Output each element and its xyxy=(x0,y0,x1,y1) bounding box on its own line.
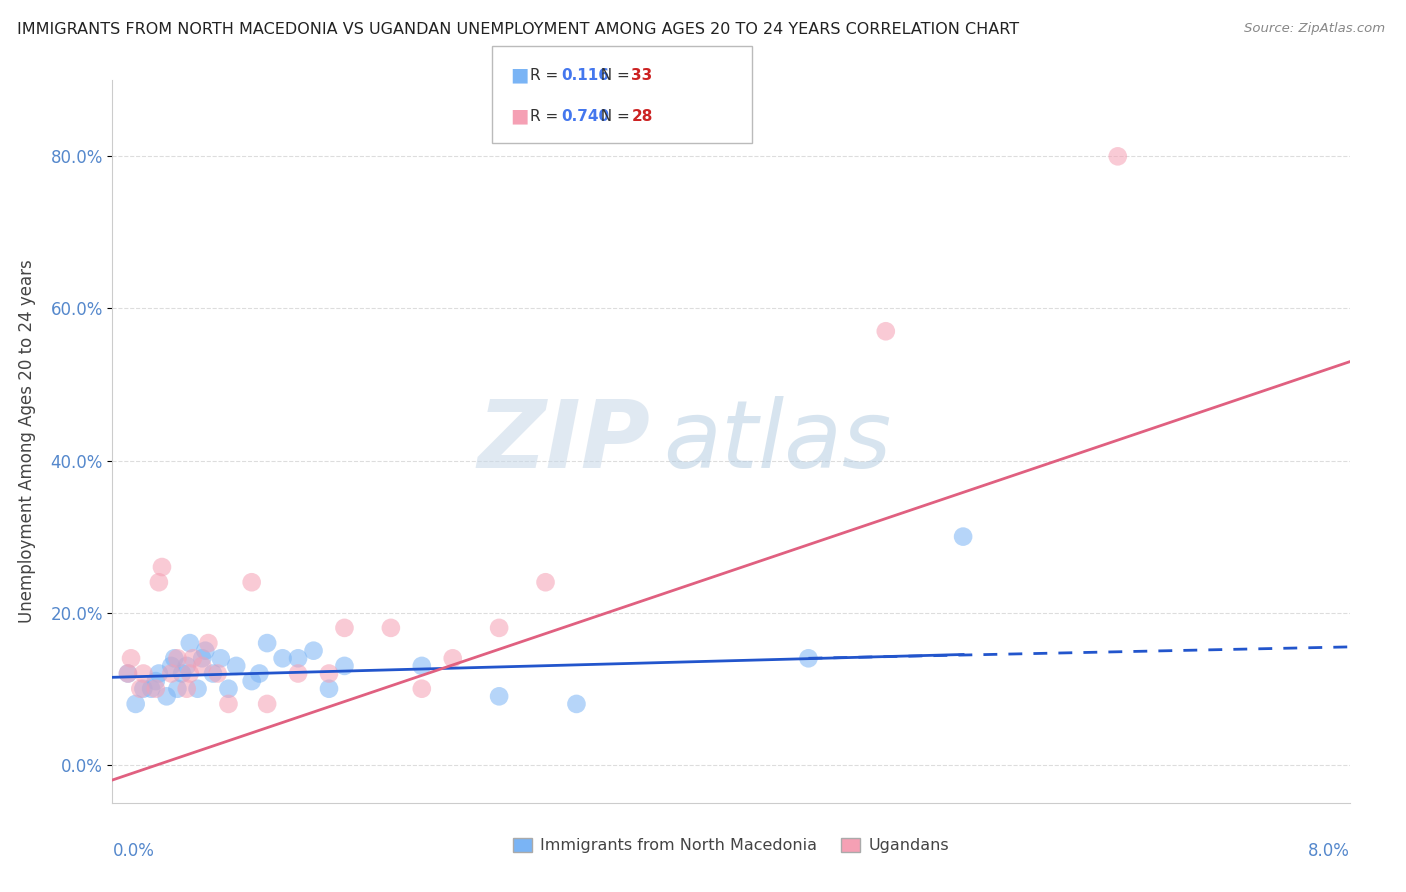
Point xyxy=(124,697,148,711)
Text: atlas: atlas xyxy=(664,396,891,487)
Point xyxy=(302,643,325,657)
Point xyxy=(218,681,240,696)
Point xyxy=(179,636,201,650)
Text: N =: N = xyxy=(591,109,634,124)
Point xyxy=(179,666,201,681)
Point xyxy=(225,659,247,673)
Text: Source: ZipAtlas.com: Source: ZipAtlas.com xyxy=(1244,22,1385,36)
Point xyxy=(160,659,183,673)
Text: R =: R = xyxy=(530,109,564,124)
Point xyxy=(333,659,356,673)
Point xyxy=(247,666,270,681)
Point xyxy=(318,681,340,696)
Point xyxy=(565,697,588,711)
Point xyxy=(1107,149,1129,163)
Text: ■: ■ xyxy=(510,66,529,85)
Point xyxy=(380,621,402,635)
Text: ■: ■ xyxy=(510,107,529,126)
Point xyxy=(132,681,155,696)
Point xyxy=(287,666,309,681)
Point xyxy=(202,666,225,681)
Point xyxy=(197,636,219,650)
Point xyxy=(129,681,152,696)
Text: 33: 33 xyxy=(631,68,652,83)
Point xyxy=(411,659,433,673)
Point xyxy=(186,681,209,696)
Point xyxy=(141,681,163,696)
Point xyxy=(117,666,139,681)
Point xyxy=(194,643,217,657)
Point xyxy=(411,681,433,696)
Point xyxy=(191,659,214,673)
Point xyxy=(176,659,198,673)
Text: IMMIGRANTS FROM NORTH MACEDONIA VS UGANDAN UNEMPLOYMENT AMONG AGES 20 TO 24 YEAR: IMMIGRANTS FROM NORTH MACEDONIA VS UGAND… xyxy=(17,22,1019,37)
Point xyxy=(148,575,170,590)
Text: 0.0%: 0.0% xyxy=(112,842,155,860)
Text: N =: N = xyxy=(591,68,634,83)
Point xyxy=(240,674,263,689)
Point xyxy=(797,651,820,665)
Point xyxy=(150,560,173,574)
Text: R =: R = xyxy=(530,68,564,83)
Point xyxy=(488,621,510,635)
Text: 0.740: 0.740 xyxy=(561,109,609,124)
Point xyxy=(166,681,188,696)
Point xyxy=(145,674,167,689)
Point xyxy=(488,690,510,704)
Text: ZIP: ZIP xyxy=(478,395,651,488)
Point xyxy=(271,651,294,665)
Text: 8.0%: 8.0% xyxy=(1308,842,1350,860)
Point xyxy=(333,621,356,635)
Point xyxy=(172,666,194,681)
Point xyxy=(441,651,464,665)
Point xyxy=(240,575,263,590)
Point xyxy=(155,690,177,704)
Text: 0.116: 0.116 xyxy=(561,68,609,83)
Point xyxy=(176,681,198,696)
Point xyxy=(145,681,167,696)
Point xyxy=(160,666,183,681)
Point xyxy=(148,666,170,681)
Point xyxy=(181,651,204,665)
Point xyxy=(191,651,214,665)
Point xyxy=(209,651,232,665)
Point xyxy=(166,651,188,665)
Point xyxy=(207,666,229,681)
Point xyxy=(287,651,309,665)
Point xyxy=(534,575,557,590)
Point xyxy=(318,666,340,681)
Legend: Immigrants from North Macedonia, Ugandans: Immigrants from North Macedonia, Ugandan… xyxy=(506,831,956,860)
Point xyxy=(875,324,897,338)
Point xyxy=(256,697,278,711)
Point xyxy=(117,666,139,681)
Point xyxy=(132,666,155,681)
Text: 28: 28 xyxy=(631,109,652,124)
Point xyxy=(256,636,278,650)
Point xyxy=(218,697,240,711)
Y-axis label: Unemployment Among Ages 20 to 24 years: Unemployment Among Ages 20 to 24 years xyxy=(18,260,37,624)
Point xyxy=(163,651,186,665)
Point xyxy=(120,651,142,665)
Point xyxy=(952,530,974,544)
